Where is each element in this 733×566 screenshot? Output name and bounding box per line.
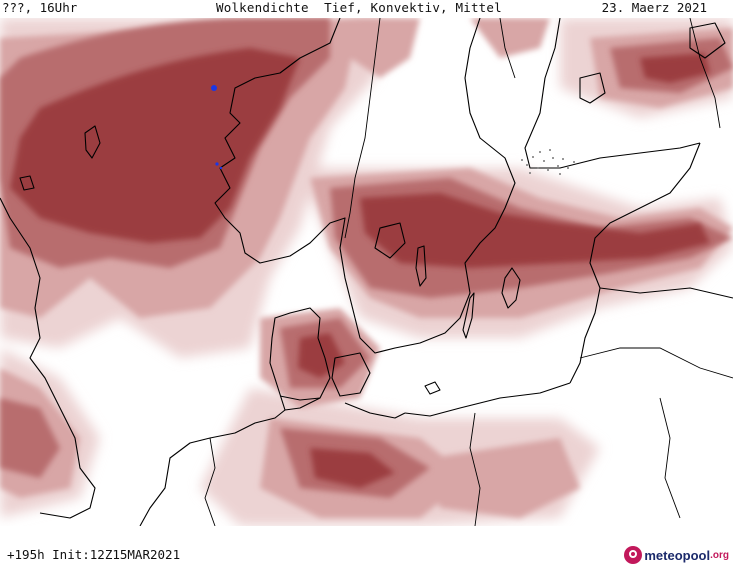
border-lithuania-poland (579, 347, 733, 379)
coastline-germany-baltic (344, 402, 406, 419)
coastline-germany-nl (139, 409, 286, 526)
coastline-orkney (19, 175, 35, 191)
national-borders (204, 18, 733, 526)
coastline-lapland (579, 72, 606, 104)
coastline-zealand (331, 352, 371, 397)
border-norway-sweden (344, 18, 381, 239)
logo-name: meteopool (644, 547, 711, 563)
coastline-baltic-states (569, 142, 701, 384)
coastline-sweden (354, 18, 516, 354)
forecast-time-label: ???, 16Uhr (2, 0, 78, 15)
cloud-density-map (0, 18, 733, 526)
border-poland-belarus (659, 397, 681, 519)
border-germany-nl (204, 437, 216, 526)
meteopool-logo[interactable]: meteopool .org (624, 544, 729, 566)
logo-tld: .org (710, 549, 729, 561)
coastline-shetland (84, 125, 101, 159)
border-sweden-finland (499, 18, 516, 79)
forecast-date-label: 23. Maerz 2021 (601, 0, 707, 15)
coastline-gotland (501, 267, 521, 309)
map-title: Wolkendichte Tief, Konvektiv, Mittel (216, 0, 502, 15)
coastline-kola (689, 22, 726, 59)
coastline-finland (524, 18, 701, 169)
border-denmark-germany (279, 395, 321, 401)
coastline-bornholm (424, 381, 441, 395)
precip-markers (211, 85, 223, 170)
coastline-uk (0, 197, 96, 519)
coastline-oland (462, 292, 475, 339)
coastline-poland (404, 382, 571, 417)
lake-vattern (415, 245, 427, 287)
coastline-denmark (269, 307, 331, 411)
map-footer: +195h Init:12Z15MAR2021 meteopool .org (0, 526, 733, 566)
model-run-label: +195h Init:12Z15MAR2021 (7, 547, 181, 562)
cloud-layer-dense (10, 48, 710, 488)
coastlines (0, 18, 726, 526)
border-baltic-states (599, 287, 733, 299)
border-finland-russia (689, 18, 721, 129)
lake-vanern (374, 222, 406, 259)
border-germany-poland (469, 412, 481, 526)
meteopool-logo-icon (624, 546, 643, 564)
map-header: ???, 16Uhr Wolkendichte Tief, Konvektiv,… (0, 0, 733, 18)
coastline-norway (214, 18, 356, 319)
aland-islands (521, 149, 575, 175)
